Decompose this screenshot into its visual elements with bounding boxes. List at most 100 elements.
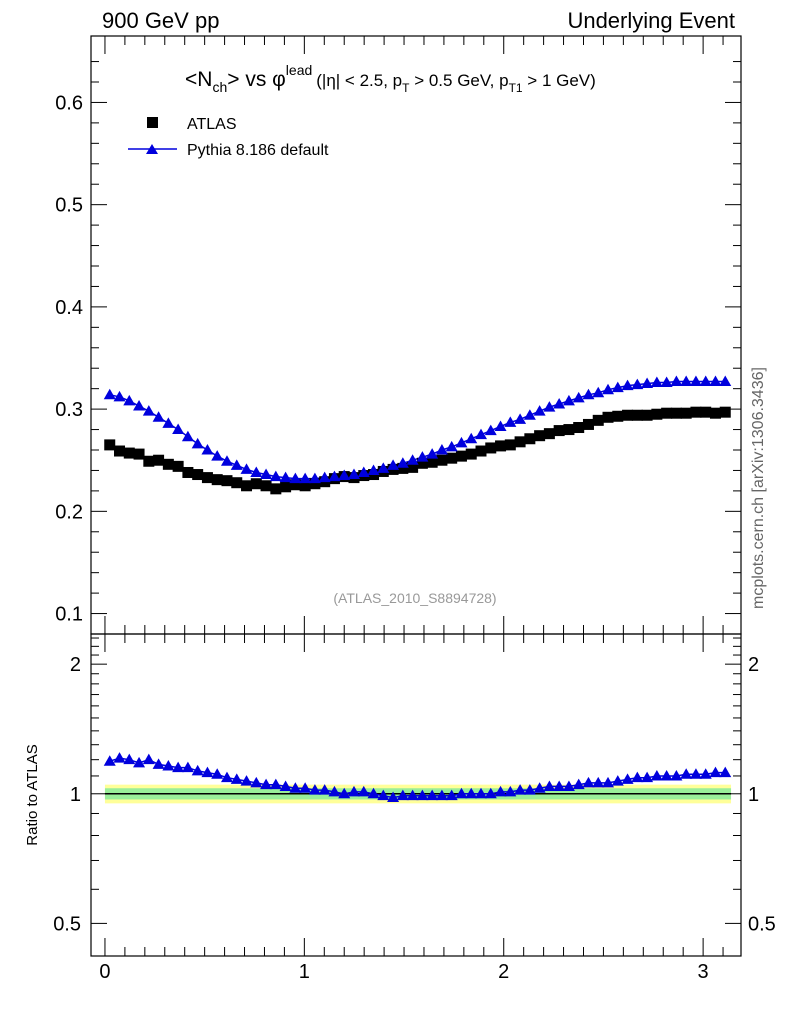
ratio-pythia-point (299, 782, 312, 793)
pythia-point (621, 379, 634, 391)
pythia-point (240, 463, 253, 474)
pythia-point (299, 472, 312, 484)
atlas-point (700, 406, 712, 418)
atlas-point (446, 452, 458, 464)
pythia-point (181, 430, 194, 442)
atlas-point (719, 406, 731, 418)
atlas-point (133, 448, 145, 460)
atlas-point (524, 433, 536, 445)
ratio-pythia-point (279, 780, 292, 791)
ratio-pythia-point (250, 776, 263, 788)
ratio-pythia-point (426, 789, 439, 801)
pythia-point (416, 451, 429, 462)
pythia-point (367, 464, 380, 475)
ratio-pythia-point (641, 771, 654, 783)
pythia-point (562, 394, 575, 406)
ratio-pythia-point (475, 787, 487, 799)
ratio-pythia-point (582, 776, 595, 788)
ratio-pythia-point (680, 768, 693, 779)
ratio-panel: 0.5 0.5 1 1 2 2 0 1 2 3 Ratio to ATLAS (24, 633, 776, 983)
ratio-pythia-point (367, 787, 380, 799)
atlas-point (631, 409, 643, 421)
pythia-point (533, 405, 546, 416)
pythia-point (318, 471, 331, 483)
atlas-point (104, 439, 116, 451)
atlas-point (289, 479, 301, 491)
atlas-point (690, 406, 702, 418)
atlas-point (436, 454, 448, 466)
ratio-pythia-point (113, 752, 126, 763)
main-plot-marks (103, 375, 732, 495)
atlas-point (280, 481, 292, 493)
pythia-point (475, 428, 487, 440)
ratio-pythia-point (455, 787, 468, 799)
ratio-pythia-point (240, 775, 253, 786)
ratio-pythia-point (347, 785, 360, 797)
pythia-point (211, 450, 224, 461)
ratio-pythia-point (123, 753, 136, 765)
atlas-point (260, 480, 272, 492)
pythia-point (133, 400, 146, 411)
atlas-point (231, 477, 243, 489)
ratio-pythia-point (103, 755, 116, 766)
pythia-point (269, 470, 282, 482)
atlas-point (641, 409, 653, 421)
ratio-pythia-point (289, 782, 302, 793)
ratio-pythia-point (572, 778, 585, 790)
ratio-pythia-point (543, 780, 556, 791)
ratio-pythia-point (396, 789, 409, 801)
ratio-pythia-point (269, 778, 282, 790)
atlas-point (241, 480, 253, 492)
pythia-point (387, 459, 400, 470)
ratio-pythia-point (211, 768, 224, 779)
atlas-point (465, 448, 477, 460)
atlas-point (455, 450, 467, 462)
pythia-point (709, 375, 722, 387)
atlas-point (299, 480, 311, 492)
pythia-point (650, 376, 663, 388)
pythia-point (406, 454, 419, 465)
header-left: 900 GeV pp (102, 8, 219, 33)
atlas-point (143, 455, 155, 467)
pythia-point (660, 376, 673, 388)
main-y-tick-label: 0.2 (55, 501, 83, 523)
legend-atlas-label: ATLAS (187, 116, 237, 133)
pythia-point (220, 455, 233, 466)
atlas-point (250, 478, 262, 490)
atlas-point (416, 457, 428, 469)
pythia-point (699, 375, 712, 387)
atlas-point (162, 458, 174, 470)
pythia-point (670, 375, 683, 387)
ratio-pythia-point (387, 791, 400, 803)
ratio-pythia-point (670, 769, 683, 781)
main-y-tick-label: 0.3 (55, 399, 83, 421)
reference-label: (ATLAS_2010_S8894728) (333, 590, 496, 606)
atlas-point (543, 428, 555, 440)
ratio-pythia-point (465, 787, 478, 799)
atlas-point (680, 407, 692, 419)
x-tick-label: 3 (698, 961, 709, 983)
ratio-pythia-point (338, 787, 351, 799)
ratio-pythia-point (484, 787, 497, 799)
ratio-pythia-point (357, 785, 370, 797)
ratio-pythia-point (719, 766, 732, 778)
pythia-point (230, 459, 243, 470)
ratio-pythia-point (406, 789, 419, 801)
atlas-point (426, 456, 438, 468)
credit-label: mcplots.cern.ch [arXiv:1306.3436] (750, 367, 767, 609)
ratio-plot-marks (103, 752, 732, 804)
pythia-point (201, 444, 214, 455)
pythia-point (543, 401, 556, 412)
atlas-point (475, 445, 487, 457)
legend-pythia-marker (146, 144, 158, 154)
main-panel: 0.1 0.2 0.3 0.4 0.5 0.6 <Nch> vs φlead(|η| < … (55, 35, 742, 635)
pythia-point (357, 466, 370, 477)
atlas-point (495, 440, 507, 452)
atlas-point (709, 407, 721, 419)
pythia-point (680, 375, 693, 387)
atlas-point (573, 422, 585, 434)
legend-atlas-marker (147, 117, 158, 128)
header-right: Underlying Event (567, 8, 735, 33)
pythia-point (113, 390, 126, 402)
